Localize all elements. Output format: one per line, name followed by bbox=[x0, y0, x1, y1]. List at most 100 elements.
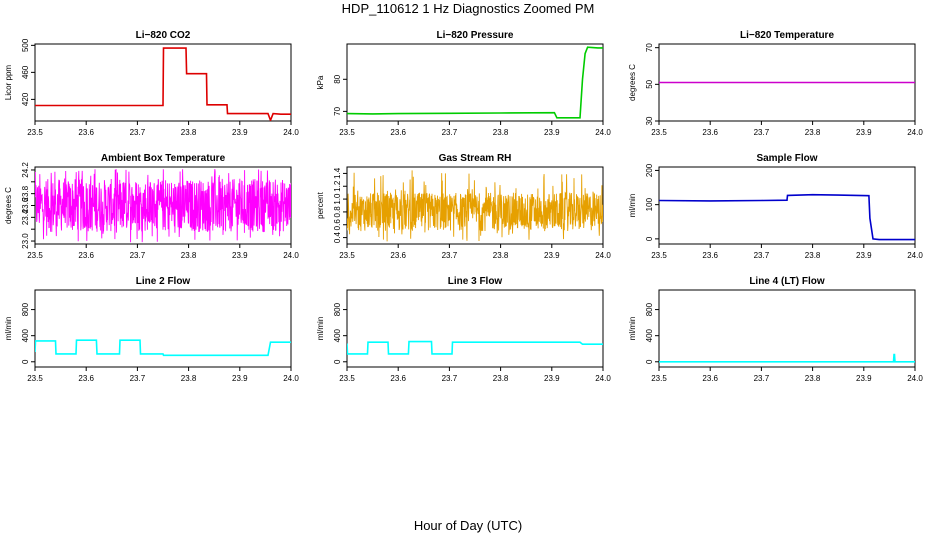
x-tick-label: 24.0 bbox=[907, 374, 923, 383]
x-tick-label: 23.8 bbox=[181, 374, 197, 383]
x-tick-label: 23.9 bbox=[856, 374, 872, 383]
panel-title: Gas Stream RH bbox=[439, 153, 512, 164]
y-tick-label: 23.0 bbox=[21, 233, 30, 249]
x-axis-label: Hour of Day (UTC) bbox=[413, 518, 523, 533]
x-tick-label: 23.7 bbox=[130, 374, 146, 383]
y-tick-label: 1.2 bbox=[333, 180, 342, 192]
y-tick-label: 500 bbox=[21, 38, 30, 52]
panel-title: Li−820 Pressure bbox=[437, 30, 514, 41]
panel-6: Sample Flow 23.5 23.6 23.7 23.8 23.9 24.0 0 100 2… bbox=[628, 153, 923, 260]
y-tick-label: 800 bbox=[333, 302, 342, 316]
y-axis-label: percent bbox=[316, 191, 325, 218]
x-tick-label: 23.9 bbox=[544, 374, 560, 383]
y-tick-label: 23.8 bbox=[21, 185, 30, 201]
panel-3: Li−820 Temperature 23.5 23.6 23.7 23.8 23.9 24… bbox=[628, 30, 923, 137]
x-tick-label: 23.8 bbox=[493, 374, 509, 383]
x-tick-label: 23.5 bbox=[651, 128, 667, 137]
series-line bbox=[35, 169, 291, 243]
x-tick-label: 23.8 bbox=[493, 128, 509, 137]
y-tick-label: 24.2 bbox=[21, 162, 30, 178]
y-tick-label: 50 bbox=[645, 79, 654, 88]
x-tick-label: 23.6 bbox=[390, 251, 406, 260]
y-tick-label: 0 bbox=[645, 359, 654, 364]
x-tick-label: 23.5 bbox=[339, 251, 355, 260]
y-axis-label: Licor ppm bbox=[4, 65, 13, 100]
y-tick-label: 1.0 bbox=[333, 193, 342, 205]
plot-frame bbox=[658, 289, 916, 368]
x-tick-label: 23.5 bbox=[651, 374, 667, 383]
y-tick-label: 23.4 bbox=[21, 209, 30, 225]
x-tick-label: 23.7 bbox=[754, 251, 770, 260]
x-tick-label: 23.6 bbox=[702, 128, 718, 137]
y-axis-label: ml/min bbox=[628, 194, 637, 218]
x-tick-label: 23.7 bbox=[754, 374, 770, 383]
x-tick-label: 24.0 bbox=[595, 251, 611, 260]
x-tick-label: 23.6 bbox=[390, 128, 406, 137]
panel-title: Line 4 (LT) Flow bbox=[749, 276, 825, 287]
x-tick-label: 24.0 bbox=[283, 374, 299, 383]
x-tick-label: 24.0 bbox=[595, 128, 611, 137]
x-tick-label: 23.6 bbox=[78, 374, 94, 383]
y-tick-label: 420 bbox=[21, 92, 30, 106]
x-tick-label: 24.0 bbox=[907, 128, 923, 137]
y-tick-label: 23.6 bbox=[21, 197, 30, 213]
x-tick-label: 23.9 bbox=[232, 128, 248, 137]
x-tick-label: 23.6 bbox=[390, 374, 406, 383]
series-line bbox=[35, 47, 291, 121]
main-title: HDP_110612 1 Hz Diagnostics Zoomed PM bbox=[341, 1, 595, 16]
y-tick-label: 200 bbox=[645, 163, 654, 177]
x-tick-label: 23.9 bbox=[856, 251, 872, 260]
series-line bbox=[347, 170, 603, 242]
x-tick-label: 24.0 bbox=[595, 374, 611, 383]
plot-frame bbox=[34, 43, 292, 122]
y-tick-label: 70 bbox=[645, 43, 654, 52]
panel-title: Li−820 CO2 bbox=[136, 30, 191, 41]
x-tick-label: 23.5 bbox=[27, 374, 43, 383]
y-tick-label: 0.4 bbox=[333, 231, 342, 243]
x-tick-label: 24.0 bbox=[283, 128, 299, 137]
series-line bbox=[659, 353, 915, 363]
x-tick-label: 23.6 bbox=[78, 251, 94, 260]
x-tick-label: 23.8 bbox=[181, 128, 197, 137]
y-tick-label: 460 bbox=[21, 65, 30, 79]
y-axis-label: kPa bbox=[316, 75, 325, 89]
x-tick-label: 23.9 bbox=[544, 251, 560, 260]
series-line bbox=[35, 339, 291, 357]
y-tick-label: 800 bbox=[645, 302, 654, 316]
y-tick-label: 0 bbox=[333, 359, 342, 364]
x-tick-label: 23.7 bbox=[442, 128, 458, 137]
x-tick-label: 23.6 bbox=[702, 374, 718, 383]
x-tick-label: 23.7 bbox=[442, 374, 458, 383]
y-tick-label: 400 bbox=[21, 328, 30, 342]
plot-frame bbox=[346, 289, 604, 368]
x-tick-label: 23.8 bbox=[805, 374, 821, 383]
x-tick-label: 23.7 bbox=[130, 251, 146, 260]
x-tick-label: 23.8 bbox=[181, 251, 197, 260]
panel-1: Li−820 CO2 23.5 23.6 23.7 23.8 23.9 24.0 420 460… bbox=[4, 30, 299, 137]
panel-8: Line 3 Flow 23.5 23.6 23.7 23.8 23.9 24.0 0 400 8… bbox=[316, 276, 611, 383]
x-tick-label: 23.5 bbox=[27, 128, 43, 137]
y-tick-label: 400 bbox=[333, 328, 342, 342]
x-tick-label: 23.8 bbox=[805, 128, 821, 137]
x-tick-label: 23.5 bbox=[339, 128, 355, 137]
y-tick-label: 30 bbox=[645, 116, 654, 125]
x-tick-label: 23.7 bbox=[130, 128, 146, 137]
panel-9: Line 4 (LT) Flow 23.5 23.6 23.7 23.8 23.9 24.0… bbox=[628, 276, 923, 383]
plot-frame bbox=[346, 43, 604, 122]
x-tick-label: 23.8 bbox=[805, 251, 821, 260]
x-tick-label: 23.5 bbox=[27, 251, 43, 260]
y-axis-label: ml/min bbox=[628, 317, 637, 341]
x-tick-label: 24.0 bbox=[283, 251, 299, 260]
y-tick-label: 0.6 bbox=[333, 219, 342, 231]
y-tick-label: 70 bbox=[333, 106, 342, 115]
y-axis-label: ml/min bbox=[4, 317, 13, 341]
panel-7: Line 2 Flow 23.5 23.6 23.7 23.8 23.9 24.0 0 400 8… bbox=[4, 276, 299, 383]
panel-5: Gas Stream RH 23.5 23.6 23.7 23.8 23.9 24.0 0.4… bbox=[316, 153, 611, 260]
x-tick-label: 24.0 bbox=[907, 251, 923, 260]
panel-title: Li−820 Temperature bbox=[740, 30, 834, 41]
x-tick-label: 23.7 bbox=[754, 128, 770, 137]
y-axis-label: degrees C bbox=[4, 187, 13, 224]
x-tick-label: 23.5 bbox=[651, 251, 667, 260]
panel-title: Line 3 Flow bbox=[448, 276, 503, 287]
